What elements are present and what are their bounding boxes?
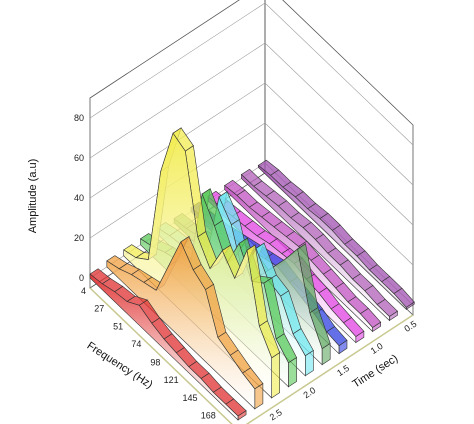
grid-line bbox=[89, 82, 414, 226]
floor-edge bbox=[89, 287, 414, 424]
x-tick-label: 145 bbox=[183, 393, 198, 403]
z-axis-label: Amplitude (a.u) bbox=[27, 159, 39, 234]
chart-series-group bbox=[89, 127, 415, 421]
series-slab bbox=[257, 159, 415, 311]
grid-line bbox=[89, 2, 414, 146]
z-tick-label: 20 bbox=[74, 233, 84, 243]
series-slab bbox=[240, 168, 398, 322]
slab-end bbox=[288, 356, 297, 388]
x-tick-label: 74 bbox=[131, 339, 141, 349]
x-tick-label: 98 bbox=[150, 357, 160, 367]
x-tick-label: 4 bbox=[81, 286, 86, 296]
x-tick-label: 121 bbox=[164, 375, 179, 385]
chart-tick-labels: 0204060804275174981211451681910.51.01.52… bbox=[74, 113, 418, 422]
slab-front bbox=[241, 173, 390, 322]
slab-end bbox=[271, 352, 281, 399]
slab-front bbox=[89, 273, 239, 421]
series-slab bbox=[89, 268, 247, 421]
series-slab bbox=[106, 235, 264, 410]
slab-front bbox=[106, 241, 256, 410]
z-tick-label: 40 bbox=[74, 193, 84, 203]
z-tick-label: 0 bbox=[79, 273, 84, 283]
x-tick-label: 51 bbox=[113, 322, 123, 332]
z-tick-label: 60 bbox=[74, 153, 84, 163]
grid-line bbox=[89, 122, 414, 266]
x-tick-label: 27 bbox=[94, 303, 104, 313]
x-tick-label: 168 bbox=[201, 411, 216, 421]
grid-line bbox=[89, 42, 414, 186]
y-axis-label: Time (sec) bbox=[350, 352, 400, 390]
z-tick-label: 80 bbox=[74, 113, 84, 123]
x-axis-label: Frequency (Hz) bbox=[85, 340, 155, 391]
slab-front bbox=[257, 164, 407, 311]
